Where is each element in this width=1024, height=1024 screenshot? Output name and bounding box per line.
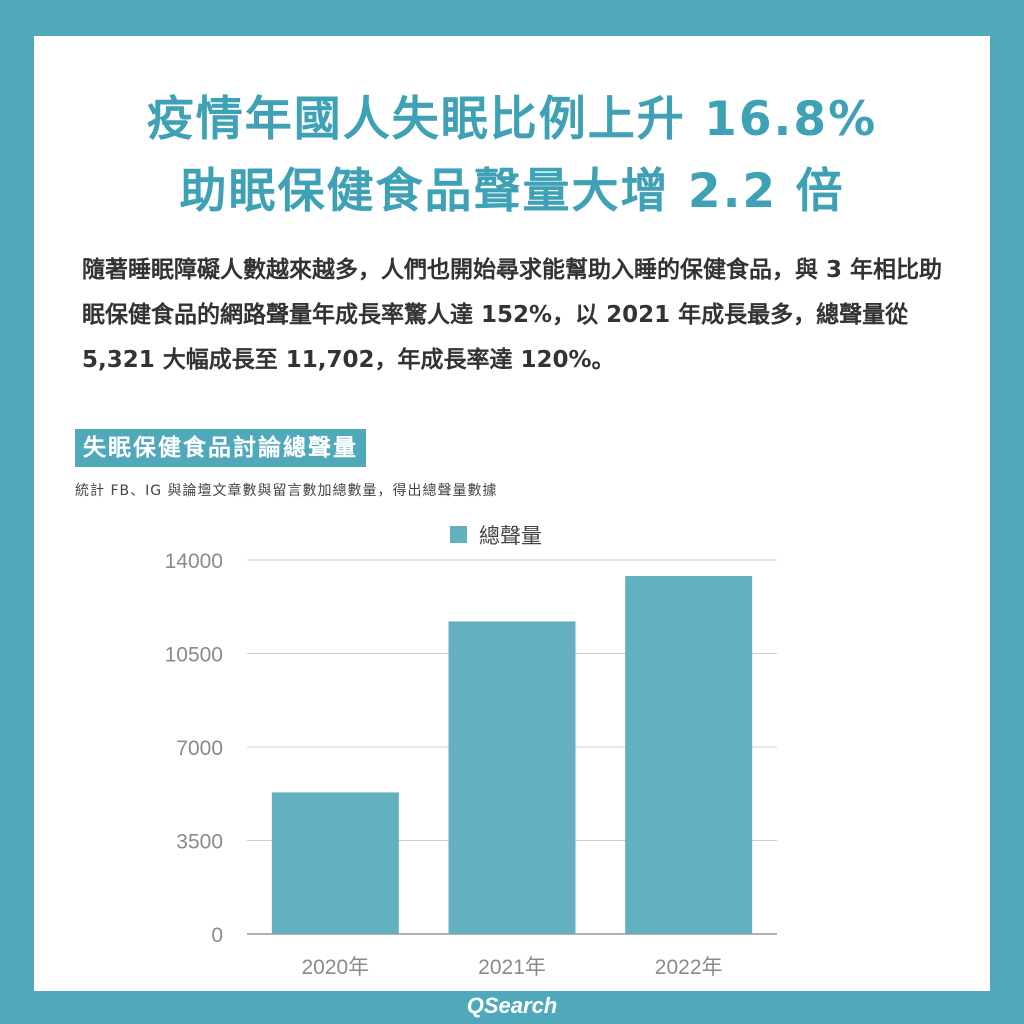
y-tick-label: 14000 bbox=[165, 550, 223, 573]
x-tick-label: 2020年 bbox=[301, 956, 369, 979]
headline-line-1: 疫情年國人失眠比例上升 16.8% bbox=[146, 92, 878, 147]
y-tick-label: 10500 bbox=[165, 644, 223, 667]
intro-paragraph: 隨著睡眠障礙人數越來越多，人們也開始尋求能幫助入睡的保健食品，與 3 年相比助眠… bbox=[82, 257, 943, 373]
chart-section-label: 失眠保健食品討論總聲量 bbox=[75, 429, 366, 467]
y-tick-label: 7000 bbox=[176, 737, 223, 760]
content-card: 疫情年國人失眠比例上升 16.8% 助眠保健食品聲量大增 2.2 倍 隨著睡眠障… bbox=[34, 36, 990, 991]
legend-swatch bbox=[450, 526, 467, 543]
y-tick-label: 3500 bbox=[176, 831, 223, 854]
x-tick-label: 2021年 bbox=[478, 956, 546, 979]
headline: 疫情年國人失眠比例上升 16.8% 助眠保健食品聲量大增 2.2 倍 bbox=[34, 84, 990, 228]
x-tick-label: 2022年 bbox=[655, 956, 723, 979]
headline-line-2: 助眠保健食品聲量大增 2.2 倍 bbox=[179, 164, 845, 219]
y-tick-label: 0 bbox=[211, 924, 223, 947]
bar-2022年 bbox=[625, 576, 753, 934]
legend-label: 總聲量 bbox=[479, 524, 542, 548]
brand-logo-text: QSearch bbox=[466, 993, 558, 1018]
bar-2021年 bbox=[448, 621, 576, 934]
data-source-note: 統計 FB、IG 與論壇文章數與留言數加總數量，得出總聲量數據 bbox=[75, 483, 498, 499]
volume-bar-chart: 0 3500 7000 10500 14000 2020年 2021年 2022年 總聲量 bbox=[165, 524, 777, 979]
bar-2020年 bbox=[271, 792, 399, 934]
